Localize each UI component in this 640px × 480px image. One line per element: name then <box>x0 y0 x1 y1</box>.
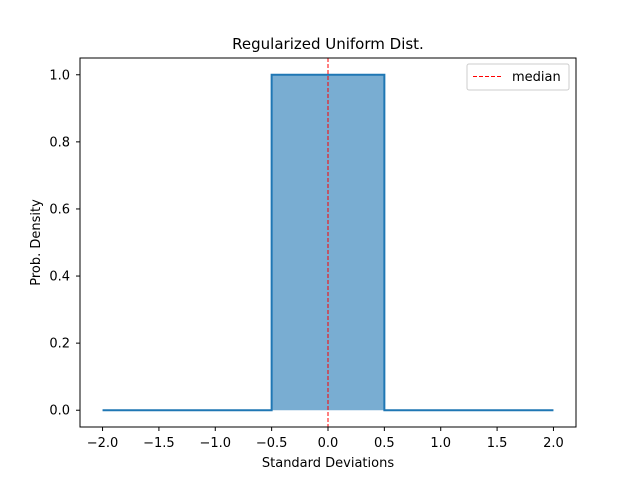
x-tick-label: 0.5 <box>374 436 395 451</box>
y-tick-label: 0.8 <box>49 135 70 150</box>
y-tick-label: 1.0 <box>49 68 70 83</box>
y-tick-label: 0.0 <box>49 404 70 419</box>
x-tick-label: 2.0 <box>543 436 564 451</box>
x-tick-label: −2.0 <box>87 436 119 451</box>
y-tick-label: 0.6 <box>49 202 70 217</box>
x-tick-label: 1.5 <box>487 436 508 451</box>
ticks-layer: −2.0 −1.5 −1.0 −0.5 0.0 0.5 1.0 1.5 2.0 0.0 0.2 0.4… <box>49 68 563 451</box>
series-0-fill <box>102 74 554 411</box>
chart-title: Regularized Uniform Dist. <box>232 35 424 53</box>
y-axis-label: Prob. Density <box>29 199 44 286</box>
x-tick-label: 0.0 <box>318 436 339 451</box>
x-tick-label: −0.5 <box>256 436 288 451</box>
legend-box <box>466 63 570 91</box>
x-axis-label: Standard Deviations <box>262 456 394 471</box>
x-tick-label: −1.5 <box>143 436 175 451</box>
x-tick-label: −1.0 <box>199 436 231 451</box>
y-tick-label: 0.4 <box>49 270 70 285</box>
series-0-line <box>102 73 554 412</box>
plot-layer <box>102 58 554 427</box>
legend: median <box>466 63 570 91</box>
y-tick-label: 0.2 <box>49 337 70 352</box>
x-tick-label: 1.0 <box>430 436 451 451</box>
legend-median-label: median <box>512 70 561 85</box>
